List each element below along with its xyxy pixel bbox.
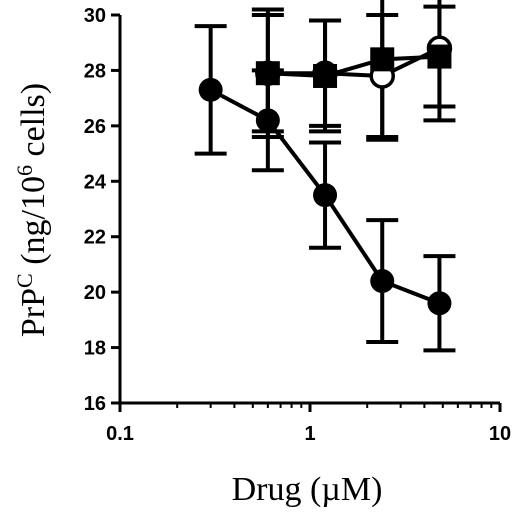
point-filled-circle xyxy=(198,77,223,102)
point-filled-square xyxy=(313,63,338,88)
y-tick-label: 20 xyxy=(84,282,106,304)
point-filled-square xyxy=(255,61,280,86)
y-tick-label: 30 xyxy=(84,5,106,27)
plot-area xyxy=(194,0,456,353)
point-filled-circle xyxy=(255,108,280,133)
y-tick-label: 22 xyxy=(84,227,106,249)
series-line xyxy=(267,46,441,78)
point-filled-square xyxy=(370,47,395,72)
point-filled-circle xyxy=(313,183,338,208)
y-tick-label: 26 xyxy=(84,116,106,138)
point-filled-square xyxy=(427,44,452,69)
x-tick-label: 1 xyxy=(304,423,315,445)
y-axis-title-base: PrP xyxy=(15,288,52,337)
y-axis-title: PrPC (ng/106 cells) xyxy=(12,83,52,337)
point-filled-circle xyxy=(427,291,452,316)
x-tick-label: 10 xyxy=(489,423,511,445)
x-tick-label: 0.1 xyxy=(106,423,134,445)
ticks: 16 18 20 22 24 26 28 30 0.1 1 10 xyxy=(84,5,511,445)
y-axis-title-sup2: 6 xyxy=(12,165,37,176)
point-filled-circle xyxy=(370,269,395,294)
markers-filled-circle xyxy=(198,77,452,316)
series-line xyxy=(267,54,440,78)
y-tick-label: 16 xyxy=(84,393,106,415)
y-axis-title-rest2: cells) xyxy=(15,83,52,165)
y-tick-label: 24 xyxy=(84,171,107,193)
y-tick-label: 18 xyxy=(84,338,106,360)
markers-filled-square xyxy=(255,44,452,88)
x-axis-title: Drug (µM) xyxy=(232,471,383,508)
y-tick-label: 28 xyxy=(84,60,106,82)
y-axis-title-rest1: (ng/10 xyxy=(15,176,52,273)
markers-open-circle xyxy=(255,35,453,89)
y-axis-title-sup: C xyxy=(12,273,37,288)
